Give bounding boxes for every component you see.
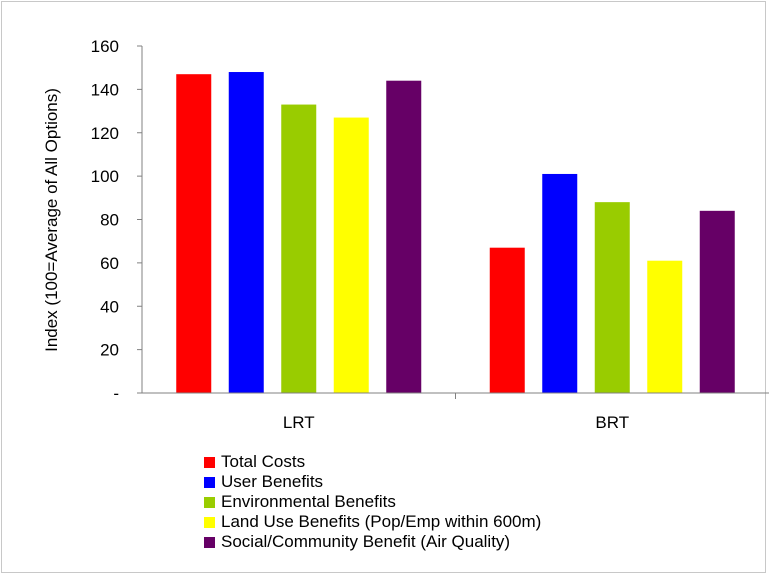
legend-swatch — [204, 456, 215, 468]
bar-brt-land-use-benefits-pop-emp-within-600m — [647, 260, 683, 393]
y-tick-label: 120 — [91, 124, 119, 143]
y-tick-label: 140 — [91, 80, 119, 99]
bar-lrt-environmental-benefits — [281, 104, 317, 394]
legend-label: Total Costs — [221, 452, 306, 471]
bar-brt-environmental-benefits — [594, 202, 630, 393]
legend-label: User Benefits — [221, 472, 324, 491]
bar-brt-social-community-benefit-air-quality — [699, 210, 735, 393]
x-category-label: LRT — [283, 413, 315, 432]
legend-item: Social/Community Benefit (Air Quality) — [204, 532, 541, 552]
legend-swatch — [204, 516, 215, 528]
bars-group — [176, 72, 735, 394]
legend-label: Social/Community Benefit (Air Quality) — [221, 532, 511, 551]
y-tick-label: 100 — [91, 167, 119, 186]
bar-lrt-user-benefits — [228, 72, 264, 394]
bar-lrt-total-costs — [176, 74, 212, 393]
y-axis-title: Index (100=Average of All Options) — [42, 88, 61, 352]
y-tick-label: 60 — [100, 254, 119, 273]
y-tick-label: 20 — [100, 341, 119, 360]
bar-brt-user-benefits — [542, 173, 578, 393]
legend-swatch — [204, 536, 215, 548]
legend-item: Total Costs — [204, 452, 541, 472]
bar-lrt-land-use-benefits-pop-emp-within-600m — [333, 117, 369, 393]
bar-brt-total-costs — [489, 247, 525, 393]
legend-item: Land Use Benefits (Pop/Emp within 600m) — [204, 512, 541, 532]
legend-swatch — [204, 496, 215, 508]
y-tick-label: 40 — [100, 297, 119, 316]
y-tick-label: 80 — [100, 211, 119, 230]
axes-group: - 20 40 60 80 100 120 140 160 LRT BRT — [91, 37, 769, 432]
y-tick-label: - — [113, 384, 119, 403]
y-tick-label: 160 — [91, 37, 119, 56]
legend-label: Environmental Benefits — [221, 492, 396, 511]
legend-item: Environmental Benefits — [204, 492, 541, 512]
x-category-label: BRT — [595, 413, 629, 432]
legend-item: User Benefits — [204, 472, 541, 492]
bar-lrt-social-community-benefit-air-quality — [386, 80, 422, 393]
legend-swatch — [204, 476, 215, 488]
legend-label: Land Use Benefits (Pop/Emp within 600m) — [221, 512, 542, 531]
legend: Total Costs User Benefits Environmental Be… — [204, 452, 541, 552]
